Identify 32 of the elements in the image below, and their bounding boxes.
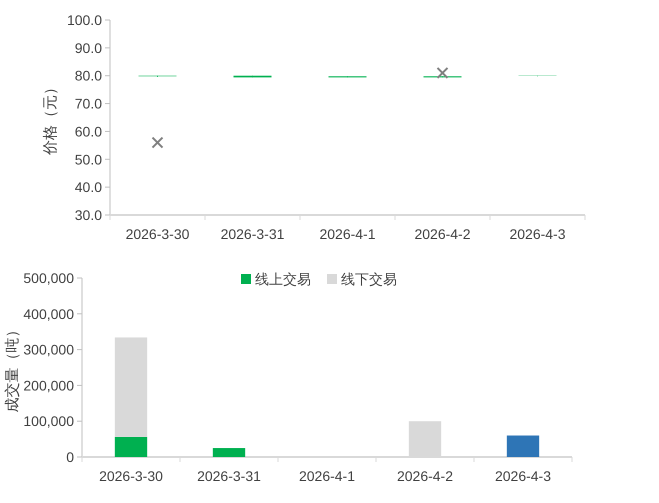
- y-tick-label: 500,000: [23, 270, 74, 286]
- legend-label: 线上交易: [255, 271, 311, 287]
- y-tick-label: 70.0: [74, 96, 102, 112]
- y-axis-title: 成交量（吨）: [4, 322, 21, 412]
- bar: [212, 448, 246, 457]
- y-tick-label: 400,000: [23, 306, 74, 322]
- y-tick-label: 50.0: [74, 151, 102, 168]
- y-tick-label: 100,000: [23, 413, 74, 430]
- y-tick-label: 200,000: [23, 377, 74, 394]
- y-tick-label: 60.0: [74, 123, 102, 140]
- y-tick-label: 300,000: [23, 342, 74, 358]
- x-tick-label: 2026-4-3: [509, 226, 566, 242]
- bar: [506, 436, 540, 457]
- y-tick-label: 100.0: [66, 12, 102, 28]
- y-axis-title: 价格（元）: [42, 80, 59, 156]
- x-tick-label: 2026-3-30: [126, 226, 190, 242]
- x-tick-label: 2026-3-31: [220, 226, 285, 242]
- x-tick-label: 2026-3-31: [197, 468, 262, 484]
- legend-label: 线下交易: [341, 271, 397, 287]
- x-tick-label: 2026-4-3: [494, 468, 552, 484]
- x-tick-label: 2026-4-2: [414, 226, 471, 242]
- y-tick-label: 0: [66, 449, 74, 465]
- x-tick-label: 2026-4-2: [396, 468, 454, 484]
- y-tick-label: 40.0: [74, 179, 102, 196]
- bar: [114, 436, 148, 457]
- bar: [114, 337, 148, 437]
- x-tick-label: 2026-4-1: [319, 226, 376, 242]
- x-tick-label: 2026-3-30: [99, 468, 164, 484]
- y-tick-label: 90.0: [74, 40, 102, 56]
- y-tick-label: 80.0: [74, 68, 102, 84]
- x-tick-label: 2026-4-1: [298, 468, 356, 484]
- y-tick-label: 30.0: [74, 207, 102, 223]
